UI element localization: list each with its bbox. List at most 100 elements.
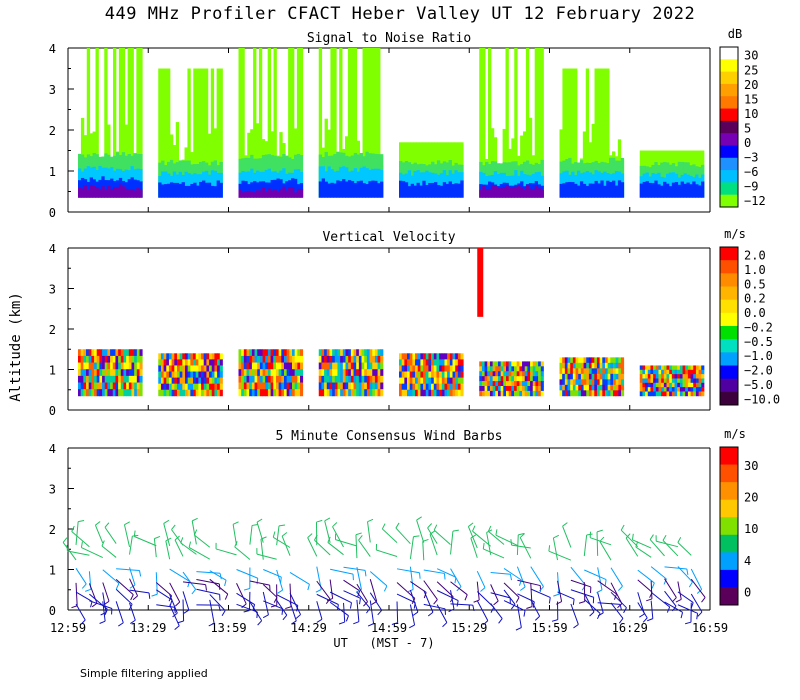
wind-barb [115,588,133,605]
velocity-cell [257,389,261,397]
velocity-cell [139,349,143,357]
velocity-cell [292,369,296,377]
wind-barb-feather [596,589,603,594]
wind-barb [423,603,446,610]
wind-barb-feather [315,589,322,593]
velocity-cell [685,374,689,379]
snr-cell [362,166,366,198]
snr-cell [321,178,325,198]
snr-cell [256,182,260,198]
velocity-cell [497,361,502,367]
wind-barb-feather [620,524,625,531]
wind-barb-feather [456,600,459,607]
velocity-cell [372,375,376,383]
snr-cell [139,189,143,198]
velocity-cell [492,376,496,382]
wind-barb [395,527,411,545]
snr-cell [276,178,280,198]
velocity-cell [645,378,649,384]
velocity-cell [342,369,346,377]
wind-barb-feather [597,612,604,617]
wind-barb-feather [241,603,247,609]
velocity-cell [663,382,667,388]
velocity-cell [436,389,440,397]
snr-cell [353,183,358,198]
velocity-cell [484,385,488,392]
velocity-cell [428,377,432,385]
wind-barb-feather [589,611,595,617]
velocity-cell [669,374,673,379]
wind-barb-feather [553,534,560,539]
wind-barb [182,571,197,590]
velocity-cell [348,369,352,377]
velocity-cell [134,369,138,377]
x-tick-label: 13:59 [210,621,246,635]
velocity-cell [431,371,435,378]
wind-barb-feather [307,584,310,591]
velocity-cell [131,382,135,390]
velocity-cell [201,359,205,366]
velocity-cell [380,375,384,383]
velocity-cell [321,389,325,397]
wind-barb-feather [224,593,229,600]
velocity-cell [278,355,282,363]
velocity-cell [460,377,464,385]
snr-cell [89,184,93,198]
snr-cell [347,48,352,198]
velocity-cell [158,383,162,391]
velocity-cell [524,385,528,392]
velocity-cell [701,378,705,384]
wind-barb-feather [483,620,489,626]
wind-barb [180,542,197,555]
velocity-cell [532,366,536,372]
velocity-cell [497,376,502,382]
velocity-cell [283,389,288,397]
wind-barb-feather [270,604,277,608]
velocity-cell [583,379,587,386]
wind-barb [209,570,227,581]
snr-cell [531,189,536,198]
velocity-cell [433,365,437,372]
wind-barb-feather [573,624,579,629]
colorbar-swatch [720,326,738,340]
wind-barb-feather [493,600,499,606]
snr-cell [250,182,254,198]
colorbar-label: −6 [744,165,758,179]
velocity-cell [645,387,649,392]
wind-barb-feather [599,536,605,542]
velocity-cell [516,385,520,392]
velocity-cell [214,359,218,366]
velocity-cell [457,365,461,372]
wind-barb [476,581,480,601]
velocity-cell [677,382,681,388]
snr-cell [219,68,223,198]
velocity-cell [275,382,280,390]
velocity-cell [275,362,280,370]
velocity-cell [372,349,376,357]
x-tick-label: 16:29 [612,621,648,635]
velocity-cell [88,382,92,390]
velocity-cell [677,378,681,384]
wind-barb [649,539,665,557]
velocity-cell [457,389,461,397]
velocity-cell [503,390,507,397]
velocity-cell [604,379,609,386]
velocity-cell [358,362,362,370]
wind-barb [625,537,639,557]
velocity-cell [193,371,197,378]
velocity-cell [369,369,373,377]
velocity-cell [588,379,592,386]
velocity-cell [671,374,675,379]
velocity-cell [594,362,598,369]
velocity-cell [690,365,694,371]
wind-barb [583,582,586,602]
velocity-cell [433,389,437,397]
velocity-cell [265,375,269,383]
velocity-cell [118,349,122,357]
snr-cell [362,183,366,198]
wind-barb-feather [243,587,250,591]
snr-cell [562,183,566,198]
wind-barb-feather [172,612,178,618]
velocity-cell [176,353,181,360]
velocity-cell [428,353,432,360]
